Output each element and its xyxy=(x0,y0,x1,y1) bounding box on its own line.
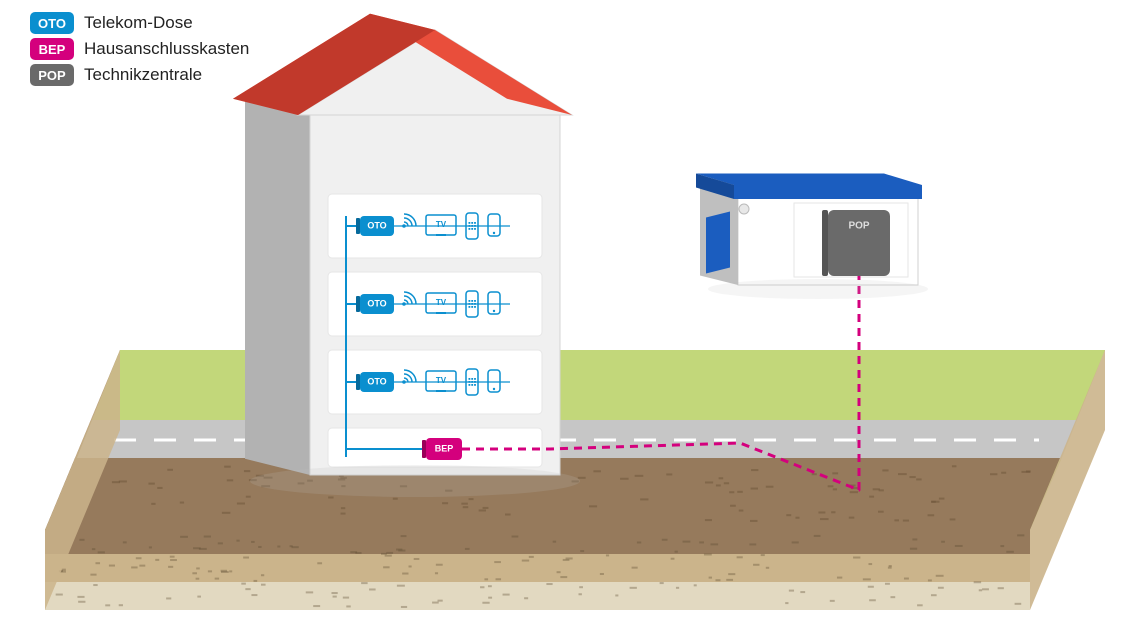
svg-text:OTO: OTO xyxy=(367,298,386,308)
diagram-svg: POP OTO TV OTO TV OTO TV BEP xyxy=(0,0,1146,620)
svg-text:OTO: OTO xyxy=(367,376,386,386)
svg-text:TV: TV xyxy=(436,376,447,385)
svg-text:TV: TV xyxy=(436,220,447,229)
svg-text:BEP: BEP xyxy=(435,443,454,453)
svg-text:TV: TV xyxy=(436,298,447,307)
svg-text:OTO: OTO xyxy=(367,220,386,230)
svg-text:POP: POP xyxy=(848,221,869,232)
